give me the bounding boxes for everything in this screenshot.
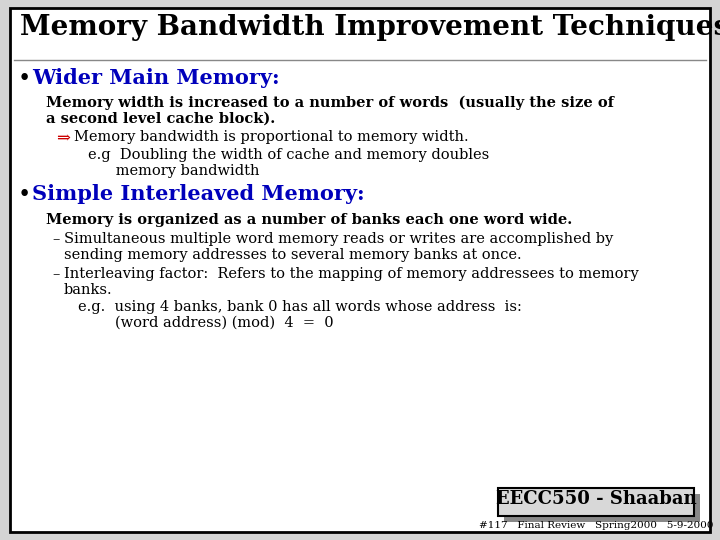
Text: e.g.  using 4 banks, bank 0 has all words whose address  is:: e.g. using 4 banks, bank 0 has all words… xyxy=(78,300,522,314)
Text: Interleaving factor:  Refers to the mapping of memory addressees to memory: Interleaving factor: Refers to the mappi… xyxy=(64,267,639,281)
Text: banks.: banks. xyxy=(64,283,112,297)
Text: Memory width is increased to a number of words  (usually the size of: Memory width is increased to a number of… xyxy=(46,96,614,110)
Text: Simple Interleaved Memory:: Simple Interleaved Memory: xyxy=(32,184,364,204)
Text: #117   Final Review   Spring2000   5-9-2000: #117 Final Review Spring2000 5-9-2000 xyxy=(479,521,714,530)
Text: Memory Bandwidth Improvement Techniques: Memory Bandwidth Improvement Techniques xyxy=(20,14,720,41)
Text: a second level cache block).: a second level cache block). xyxy=(46,112,275,126)
Text: –: – xyxy=(52,267,59,281)
Text: Memory is organized as a number of banks each one word wide.: Memory is organized as a number of banks… xyxy=(46,213,572,227)
FancyBboxPatch shape xyxy=(498,488,694,516)
Text: Memory bandwidth is proportional to memory width.: Memory bandwidth is proportional to memo… xyxy=(74,130,469,144)
Text: (word address) (mod)  4  =  0: (word address) (mod) 4 = 0 xyxy=(78,316,333,330)
Text: Wider Main Memory:: Wider Main Memory: xyxy=(32,68,279,88)
Text: Simultaneous multiple word memory reads or writes are accomplished by: Simultaneous multiple word memory reads … xyxy=(64,232,613,246)
Text: –: – xyxy=(52,232,59,246)
Text: e.g  Doubling the width of cache and memory doubles: e.g Doubling the width of cache and memo… xyxy=(88,148,490,162)
Text: sending memory addresses to several memory banks at once.: sending memory addresses to several memo… xyxy=(64,248,521,262)
Text: •: • xyxy=(18,68,31,90)
Text: ⇒: ⇒ xyxy=(56,130,70,147)
FancyBboxPatch shape xyxy=(10,8,710,532)
FancyBboxPatch shape xyxy=(504,494,700,522)
Text: EECC550 - Shaaban: EECC550 - Shaaban xyxy=(495,490,696,508)
Text: memory bandwidth: memory bandwidth xyxy=(88,164,259,178)
Text: •: • xyxy=(18,184,31,206)
